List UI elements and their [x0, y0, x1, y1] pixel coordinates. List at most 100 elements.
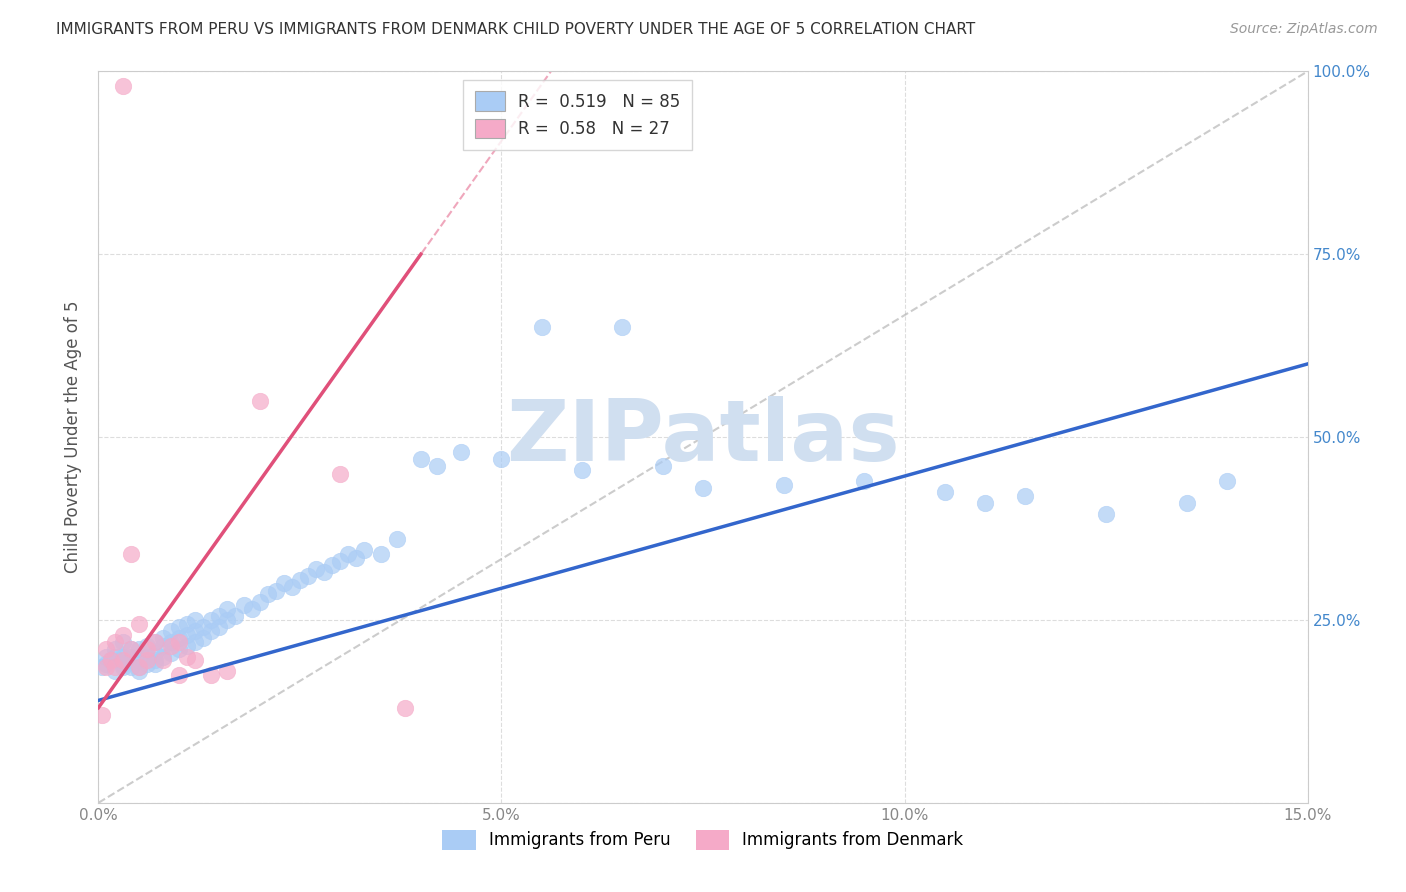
Point [103, 642, 125, 657]
Point [200, 624, 222, 638]
Point [426, 459, 449, 474]
Point [96, 649, 118, 664]
Point [128, 616, 150, 631]
Point [530, 320, 553, 334]
Point [120, 547, 142, 561]
Point [184, 613, 207, 627]
Point [111, 635, 134, 649]
Point [96, 642, 118, 657]
Point [135, 642, 157, 657]
Point [772, 477, 794, 491]
Point [111, 660, 134, 674]
Point [329, 467, 352, 481]
Point [120, 642, 142, 657]
Point [103, 660, 125, 674]
Point [176, 627, 198, 641]
Point [353, 543, 375, 558]
Point [103, 635, 125, 649]
Y-axis label: Child Poverty Under the Age of 5: Child Poverty Under the Age of 5 [65, 301, 83, 574]
Point [394, 700, 416, 714]
Point [176, 639, 198, 653]
Point [193, 632, 215, 646]
Point [184, 624, 207, 638]
Point [107, 653, 129, 667]
Point [135, 657, 157, 671]
Point [167, 667, 190, 681]
Point [651, 459, 673, 474]
Point [120, 649, 142, 664]
Point [1175, 496, 1198, 510]
Point [208, 620, 231, 634]
Point [273, 576, 295, 591]
Point [176, 649, 198, 664]
Point [329, 554, 352, 568]
Point [1216, 474, 1239, 488]
Point [167, 642, 190, 657]
Point [232, 599, 254, 613]
Point [264, 583, 287, 598]
Point [152, 653, 174, 667]
Point [288, 573, 311, 587]
Point [128, 653, 150, 667]
Point [111, 649, 134, 664]
Point [120, 642, 142, 657]
Point [344, 550, 367, 565]
Point [167, 620, 190, 634]
Point [160, 646, 183, 660]
Point [240, 602, 263, 616]
Point [160, 635, 183, 649]
Point [143, 657, 166, 671]
Point [256, 587, 278, 601]
Point [249, 393, 271, 408]
Point [152, 639, 174, 653]
Point [184, 653, 207, 667]
Point [217, 602, 239, 616]
Point [128, 664, 150, 678]
Point [297, 569, 319, 583]
Point [160, 624, 183, 638]
Text: Source: ZipAtlas.com: Source: ZipAtlas.com [1230, 22, 1378, 37]
Point [281, 580, 304, 594]
Point [370, 547, 392, 561]
Point [100, 653, 122, 667]
Point [853, 474, 876, 488]
Point [135, 649, 157, 664]
Point [167, 635, 190, 649]
Point [111, 657, 134, 671]
Point [160, 639, 183, 653]
Point [128, 660, 150, 674]
Point [217, 664, 239, 678]
Point [103, 649, 125, 664]
Point [321, 558, 343, 573]
Point [96, 660, 118, 674]
Point [128, 660, 150, 674]
Point [692, 481, 714, 495]
Point [135, 653, 157, 667]
Point [135, 639, 157, 653]
Point [143, 653, 166, 667]
Point [111, 653, 134, 667]
Point [200, 613, 222, 627]
Point [450, 444, 472, 458]
Point [249, 594, 271, 608]
Point [91, 708, 114, 723]
Point [143, 646, 166, 660]
Point [167, 632, 190, 646]
Point [208, 609, 231, 624]
Point [111, 627, 134, 641]
Point [934, 485, 956, 500]
Point [143, 635, 166, 649]
Point [491, 452, 513, 467]
Text: ZIPatlas: ZIPatlas [506, 395, 900, 479]
Point [111, 78, 134, 93]
Point [314, 566, 336, 580]
Point [200, 667, 222, 681]
Point [571, 463, 593, 477]
Point [100, 653, 122, 667]
Point [128, 642, 150, 657]
Point [143, 635, 166, 649]
Point [120, 660, 142, 674]
Point [1014, 489, 1036, 503]
Point [974, 496, 997, 510]
Point [96, 657, 118, 671]
